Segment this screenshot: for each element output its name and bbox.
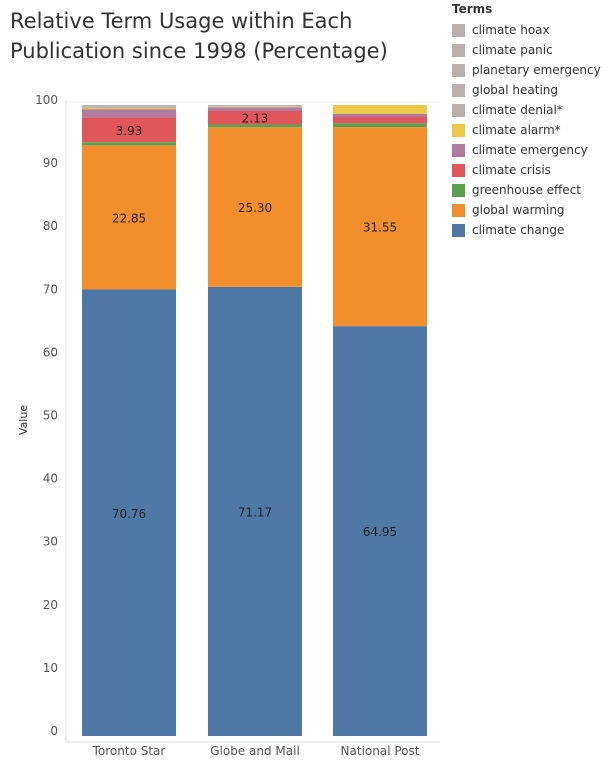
legend-item[interactable]: climate panic [452,40,601,60]
bar-segment-greenhouse-effect[interactable] [208,124,302,128]
legend-swatch [452,203,465,217]
legend-item[interactable]: climate emergency [452,140,601,160]
y-tick-label: 60 [43,345,58,359]
legend-item[interactable]: climate alarm* [452,120,601,140]
bar-segment-climate-alarm-[interactable] [333,105,427,114]
legend-swatch [452,43,465,57]
legend-label: climate denial* [472,103,563,117]
legend-swatch [452,103,465,117]
bar-segment-climate-crisis[interactable] [208,110,302,125]
legend-item[interactable]: global warming [452,200,601,220]
bar-segment-climate-denial-[interactable] [208,106,302,107]
data-label: 2.13 [242,112,269,126]
bar-segment-climate-hoax[interactable] [82,105,176,106]
legend: Terms climate hoax climate panic planetary… [452,2,601,240]
legend-label: global heating [472,83,559,97]
bar-segment-climate-denial-[interactable] [82,106,176,108]
bar-segment-climate-emergency[interactable] [333,113,427,117]
y-tick-label: 30 [43,535,58,549]
bar-segment-climate-emergency[interactable] [82,109,176,118]
bar-segment-climate-emergency[interactable] [208,107,302,111]
y-tick-label: 20 [43,598,58,612]
x-tick-label: National Post [341,744,420,758]
legend-item[interactable]: global heating [452,80,601,100]
bar-segment-global-warming[interactable] [208,127,302,287]
chart-title: Relative Term Usage within Each Publicat… [10,9,388,63]
legend-swatch [452,143,465,157]
bar-segment-climate-alarm-[interactable] [208,106,302,108]
bar-segment-greenhouse-effect[interactable] [82,142,176,146]
bar-segment-global-heating[interactable] [82,106,176,107]
bar-segment-climate-crisis[interactable] [333,116,427,124]
x-tick-label: Globe and Mail [210,744,300,758]
bar-segment-climate-change[interactable] [333,326,427,736]
data-label: 31.55 [363,221,397,235]
bar-segment-global-warming[interactable] [333,127,427,327]
bar-segment-global-warming[interactable] [82,145,176,290]
bar-segment-climate-hoax[interactable] [208,105,302,106]
bar-segment-planetary-emergency[interactable] [82,105,176,107]
data-label: 64.95 [363,525,397,539]
legend-title: Terms [452,2,493,16]
y-tick-label: 90 [43,156,58,170]
y-tick-label: 10 [43,661,58,675]
legend-label: global warming [472,203,565,217]
legend-swatch [452,183,465,197]
legend-item[interactable]: climate crisis [452,160,601,180]
legend-swatch [452,63,465,77]
y-tick-label: 50 [43,409,58,423]
legend-label: planetary emergency [472,63,601,77]
x-tick-label: Toronto Star [92,744,166,758]
legend-swatch [452,163,465,177]
legend-item[interactable]: climate denial* [452,100,601,120]
legend-item[interactable]: planetary emergency [452,60,601,80]
legend-item[interactable]: climate change [452,220,601,240]
data-label: 3.93 [116,124,143,138]
legend-label: climate hoax [472,23,550,37]
legend-label: climate alarm* [472,123,561,137]
legend-swatch [452,83,465,97]
legend-label: climate crisis [472,163,551,177]
y-tick-label: 40 [43,472,58,486]
bar-segment-climate-crisis[interactable] [82,117,176,143]
y-tick-label: 70 [43,282,58,296]
legend-swatch [452,223,465,237]
legend-label: climate panic [472,43,553,57]
y-tick-label: 100 [35,93,58,107]
bar-segment-climate-change[interactable] [82,289,176,736]
y-tick-label: 80 [43,219,58,233]
legend-swatch [452,123,465,137]
data-label: 25.30 [238,201,272,215]
y-tick-label: 0 [50,724,58,738]
y-axis-label: Value [17,405,30,435]
legend-label: climate change [472,223,565,237]
bar-segment-greenhouse-effect[interactable] [333,123,427,128]
legend-label: greenhouse effect [472,183,581,197]
bar-segment-climate-change[interactable] [208,286,302,736]
legend-item[interactable]: climate hoax [452,20,601,40]
legend-item[interactable]: greenhouse effect [452,180,601,200]
data-label: 71.17 [238,505,272,519]
bar-segment-climate-alarm-[interactable] [82,107,176,110]
legend-swatch [452,23,465,37]
data-label: 70.76 [112,507,146,521]
data-label: 22.85 [112,211,146,225]
legend-label: climate emergency [472,143,588,157]
bar-segment-global-heating[interactable] [208,105,302,107]
